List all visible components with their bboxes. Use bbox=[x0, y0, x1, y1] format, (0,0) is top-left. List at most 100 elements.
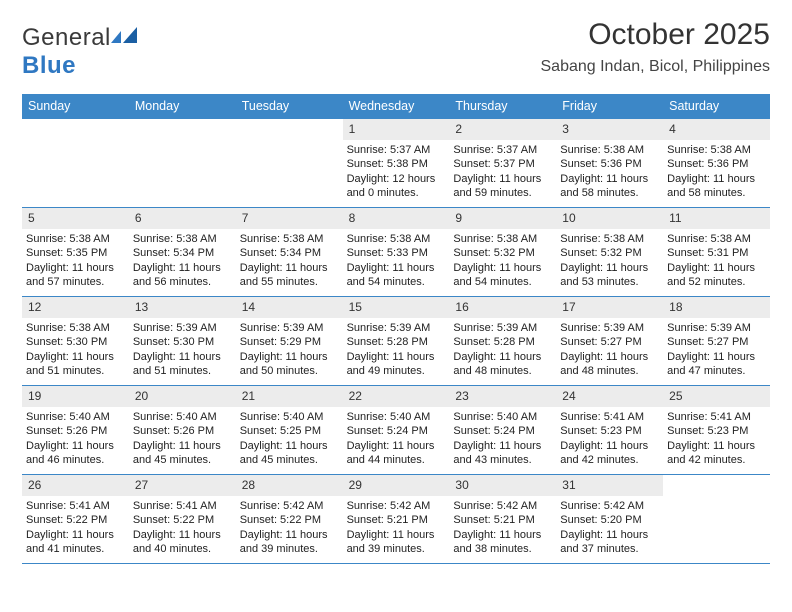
daylight-line: Daylight: 11 hours and 40 minutes. bbox=[133, 528, 232, 556]
sunrise-line: Sunrise: 5:37 AM bbox=[347, 143, 446, 157]
dow-sunday: Sunday bbox=[22, 94, 129, 118]
daylight-line: Daylight: 11 hours and 38 minutes. bbox=[453, 528, 552, 556]
day-cell: 28Sunrise: 5:42 AMSunset: 5:22 PMDayligh… bbox=[236, 475, 343, 563]
daylight-line: Daylight: 11 hours and 48 minutes. bbox=[453, 350, 552, 378]
day-cell: 21Sunrise: 5:40 AMSunset: 5:25 PMDayligh… bbox=[236, 386, 343, 474]
dow-tuesday: Tuesday bbox=[236, 94, 343, 118]
day-number: 21 bbox=[236, 386, 343, 407]
sunset-line: Sunset: 5:26 PM bbox=[26, 424, 125, 438]
day-number: 15 bbox=[343, 297, 450, 318]
day-cell: 22Sunrise: 5:40 AMSunset: 5:24 PMDayligh… bbox=[343, 386, 450, 474]
sunrise-line: Sunrise: 5:38 AM bbox=[240, 232, 339, 246]
sunrise-line: Sunrise: 5:41 AM bbox=[26, 499, 125, 513]
day-cell: 30Sunrise: 5:42 AMSunset: 5:21 PMDayligh… bbox=[449, 475, 556, 563]
sunrise-line: Sunrise: 5:42 AM bbox=[240, 499, 339, 513]
day-cell: 4 Sunrise: 5:38 AMSunset: 5:36 PMDaylight… bbox=[663, 119, 770, 207]
day-cell: 12Sunrise: 5:38 AMSunset: 5:30 PMDayligh… bbox=[22, 297, 129, 385]
sunrise-line: Sunrise: 5:40 AM bbox=[26, 410, 125, 424]
sunrise-line: Sunrise: 5:39 AM bbox=[667, 321, 766, 335]
sunset-line: Sunset: 5:23 PM bbox=[667, 424, 766, 438]
daylight-line: Daylight: 11 hours and 39 minutes. bbox=[240, 528, 339, 556]
day-cell: 25Sunrise: 5:41 AMSunset: 5:23 PMDayligh… bbox=[663, 386, 770, 474]
day-cell: 11Sunrise: 5:38 AMSunset: 5:31 PMDayligh… bbox=[663, 208, 770, 296]
day-number: 23 bbox=[449, 386, 556, 407]
day-cell: 23Sunrise: 5:40 AMSunset: 5:24 PMDayligh… bbox=[449, 386, 556, 474]
week-row: 5Sunrise: 5:38 AMSunset: 5:35 PMDaylight… bbox=[22, 207, 770, 296]
week-row: 19Sunrise: 5:40 AMSunset: 5:26 PMDayligh… bbox=[22, 385, 770, 474]
sunrise-line: Sunrise: 5:41 AM bbox=[667, 410, 766, 424]
daylight-line: Daylight: 11 hours and 37 minutes. bbox=[560, 528, 659, 556]
sunset-line: Sunset: 5:36 PM bbox=[667, 157, 766, 171]
location: Sabang Indan, Bicol, Philippines bbox=[541, 58, 771, 76]
sunset-line: Sunset: 5:32 PM bbox=[453, 246, 552, 260]
day-number: 7 bbox=[236, 208, 343, 229]
day-number: 24 bbox=[556, 386, 663, 407]
day-number: 22 bbox=[343, 386, 450, 407]
sunset-line: Sunset: 5:30 PM bbox=[133, 335, 232, 349]
sunset-line: Sunset: 5:32 PM bbox=[560, 246, 659, 260]
day-number bbox=[236, 119, 343, 140]
day-cell: 19Sunrise: 5:40 AMSunset: 5:26 PMDayligh… bbox=[22, 386, 129, 474]
sunrise-line: Sunrise: 5:38 AM bbox=[667, 143, 766, 157]
sunset-line: Sunset: 5:36 PM bbox=[560, 157, 659, 171]
sunrise-line: Sunrise: 5:38 AM bbox=[133, 232, 232, 246]
day-number: 4 bbox=[663, 119, 770, 140]
daylight-line: Daylight: 11 hours and 54 minutes. bbox=[347, 261, 446, 289]
weeks-container: 1 Sunrise: 5:37 AMSunset: 5:38 PM Daylight… bbox=[22, 118, 770, 564]
week-row: 26Sunrise: 5:41 AMSunset: 5:22 PMDayligh… bbox=[22, 474, 770, 564]
day-number bbox=[22, 119, 129, 140]
day-number: 20 bbox=[129, 386, 236, 407]
sunrise-line: Sunrise: 5:39 AM bbox=[453, 321, 552, 335]
day-cell: 3Sunrise: 5:38 AMSunset: 5:36 PMDaylight… bbox=[556, 119, 663, 207]
day-cell: 8Sunrise: 5:38 AMSunset: 5:33 PMDaylight… bbox=[343, 208, 450, 296]
day-cell: 6Sunrise: 5:38 AMSunset: 5:34 PMDaylight… bbox=[129, 208, 236, 296]
logo: General Blue bbox=[22, 24, 139, 80]
dow-row: Sunday Monday Tuesday Wednesday Thursday… bbox=[22, 94, 770, 118]
day-cell bbox=[663, 475, 770, 563]
sunrise-line: Sunrise: 5:38 AM bbox=[667, 232, 766, 246]
daylight-line: Daylight: 11 hours and 42 minutes. bbox=[667, 439, 766, 467]
sunset-line: Sunset: 5:21 PM bbox=[347, 513, 446, 527]
day-cell: 18Sunrise: 5:39 AMSunset: 5:27 PMDayligh… bbox=[663, 297, 770, 385]
sunset-line: Sunset: 5:38 PM bbox=[347, 157, 446, 171]
day-cell: 20Sunrise: 5:40 AMSunset: 5:26 PMDayligh… bbox=[129, 386, 236, 474]
day-number bbox=[663, 475, 770, 496]
month-title: October 2025 bbox=[541, 18, 771, 52]
day-number: 30 bbox=[449, 475, 556, 496]
sunset-line: Sunset: 5:22 PM bbox=[240, 513, 339, 527]
sunset-line: Sunset: 5:24 PM bbox=[347, 424, 446, 438]
daylight-line: Daylight: 11 hours and 58 minutes. bbox=[667, 172, 766, 200]
day-number: 29 bbox=[343, 475, 450, 496]
daylight-line: Daylight: 11 hours and 52 minutes. bbox=[667, 261, 766, 289]
day-number: 14 bbox=[236, 297, 343, 318]
day-number: 8 bbox=[343, 208, 450, 229]
sunset-line: Sunset: 5:37 PM bbox=[453, 157, 552, 171]
day-cell: 29Sunrise: 5:42 AMSunset: 5:21 PMDayligh… bbox=[343, 475, 450, 563]
dow-monday: Monday bbox=[129, 94, 236, 118]
day-number: 2 bbox=[449, 119, 556, 140]
sunset-line: Sunset: 5:20 PM bbox=[560, 513, 659, 527]
day-number: 27 bbox=[129, 475, 236, 496]
sunset-line: Sunset: 5:27 PM bbox=[560, 335, 659, 349]
sunset-line: Sunset: 5:28 PM bbox=[453, 335, 552, 349]
logo-word2: Blue bbox=[22, 52, 76, 79]
day-number: 26 bbox=[22, 475, 129, 496]
sunset-line: Sunset: 5:33 PM bbox=[347, 246, 446, 260]
daylight-line: Daylight: 11 hours and 54 minutes. bbox=[453, 261, 552, 289]
daylight-line: Daylight: 11 hours and 43 minutes. bbox=[453, 439, 552, 467]
day-cell: 5Sunrise: 5:38 AMSunset: 5:35 PMDaylight… bbox=[22, 208, 129, 296]
sunrise-line: Sunrise: 5:38 AM bbox=[453, 232, 552, 246]
day-cell bbox=[129, 119, 236, 207]
day-cell: 2Sunrise: 5:37 AMSunset: 5:37 PMDaylight… bbox=[449, 119, 556, 207]
daylight-line: Daylight: 11 hours and 55 minutes. bbox=[240, 261, 339, 289]
logo-word1: General bbox=[22, 24, 111, 51]
day-number: 18 bbox=[663, 297, 770, 318]
day-cell: 17Sunrise: 5:39 AMSunset: 5:27 PMDayligh… bbox=[556, 297, 663, 385]
day-cell: 1Sunrise: 5:37 AMSunset: 5:38 PMDaylight… bbox=[343, 119, 450, 207]
sunrise-line: Sunrise: 5:38 AM bbox=[26, 321, 125, 335]
day-cell bbox=[236, 119, 343, 207]
day-cell: 24Sunrise: 5:41 AMSunset: 5:23 PMDayligh… bbox=[556, 386, 663, 474]
day-number: 1 bbox=[343, 119, 450, 140]
sunrise-line: Sunrise: 5:41 AM bbox=[133, 499, 232, 513]
sunset-line: Sunset: 5:27 PM bbox=[667, 335, 766, 349]
